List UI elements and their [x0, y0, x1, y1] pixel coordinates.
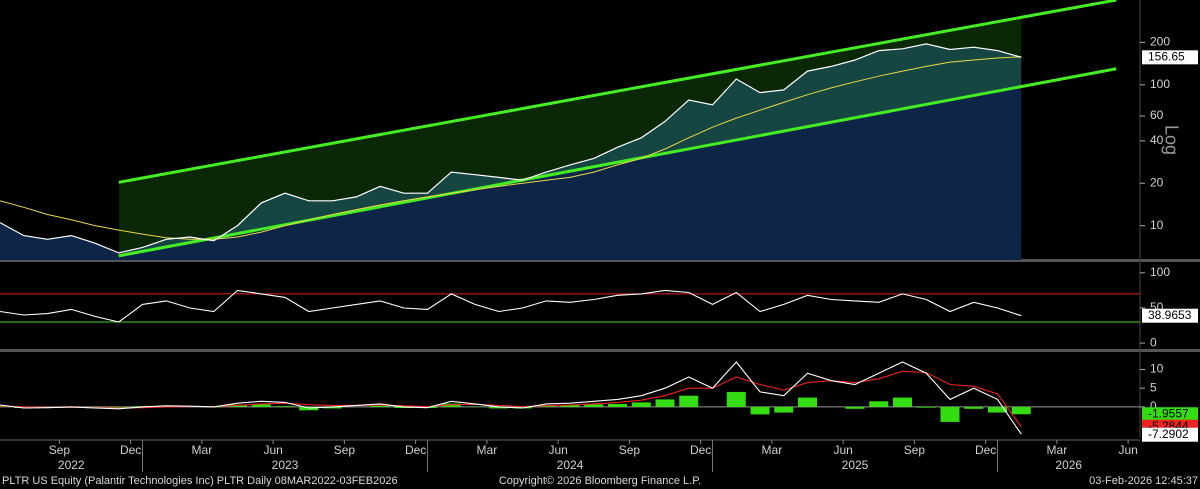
x-tick-label: Jun [548, 443, 567, 457]
indicator-line [0, 289, 1022, 323]
histogram-bar [893, 397, 912, 407]
histogram-bar [275, 406, 295, 407]
y-tick-label: 100 [1150, 77, 1170, 91]
histogram-bar [299, 406, 319, 411]
histogram-bar [631, 402, 651, 407]
year-label: 2023 [272, 458, 299, 472]
histogram-bar [560, 405, 580, 407]
histogram-bar [940, 406, 960, 422]
y-tick-label: 5 [1150, 380, 1157, 394]
histogram-bar [323, 406, 342, 409]
x-tick-label: Jun [833, 443, 852, 457]
y-tick-label: 20 [1150, 175, 1164, 189]
year-label: 2024 [557, 458, 584, 472]
channel-fill [118, 17, 1022, 256]
histogram-bar [584, 404, 604, 407]
panel-divider [0, 259, 1200, 262]
histogram-bar [916, 406, 936, 408]
y-tick-label: 100 [1150, 265, 1170, 279]
y-tick-label: 200 [1150, 35, 1170, 49]
year-label: 2022 [58, 458, 85, 472]
histogram-bar [608, 403, 627, 407]
histogram-bar [964, 406, 984, 409]
histogram-bar [655, 399, 675, 407]
year-label: 2025 [842, 458, 869, 472]
x-tick-label: Dec [690, 443, 711, 457]
last-value-label: 38.9653 [1148, 308, 1192, 322]
histogram-bar [251, 404, 271, 407]
y-tick-label: 0 [1150, 399, 1157, 413]
footer-right: 03-Feb-2026 12:45:37 [1089, 475, 1198, 487]
indicator-line [0, 361, 1022, 435]
last-value-label: -1.9557 [1148, 406, 1189, 420]
x-tick-label: Sep [49, 443, 71, 457]
histogram-bar [726, 391, 746, 407]
scale-label: Log [1161, 125, 1181, 155]
histogram-bar [750, 406, 770, 415]
price-area [0, 43, 1022, 261]
last-value-box [1142, 308, 1198, 323]
x-tick-label: Sep [619, 443, 641, 457]
moving-average [0, 56, 1022, 240]
last-value-box [1142, 427, 1198, 442]
x-tick-label: Mar [192, 443, 213, 457]
histogram-bar [988, 406, 1007, 413]
year-label: 2026 [1055, 458, 1082, 472]
histogram-bar [679, 395, 699, 407]
channel-line [118, 67, 1117, 258]
histogram-bar [394, 406, 414, 409]
footer-center: Copyright© 2026 Bloomberg Finance L.P. [499, 475, 701, 487]
x-tick-label: Sep [334, 443, 356, 457]
panel-divider [0, 349, 1200, 352]
histogram-bar [370, 405, 390, 407]
last-value-label: 156.65 [1148, 50, 1185, 64]
y-tick-label: 60 [1150, 108, 1164, 122]
histogram-bar [109, 406, 129, 408]
x-tick-label: Dec [975, 443, 996, 457]
x-tick-label: Dec [120, 443, 141, 457]
x-tick-label: Jun [263, 443, 282, 457]
y-tick-label: 0 [1150, 335, 1157, 349]
histogram-bar [845, 406, 865, 409]
x-tick-label: Sep [904, 443, 926, 457]
price-line [0, 43, 1022, 254]
indicator-line [0, 370, 1022, 428]
histogram-bar [1011, 406, 1031, 415]
x-tick-label: Jun [1118, 443, 1137, 457]
x-tick-label: Mar [762, 443, 783, 457]
y-tick-label: 40 [1150, 133, 1164, 147]
last-value-box [1142, 407, 1198, 422]
footer-left: PLTR US Equity (Palantir Technologies In… [2, 475, 398, 487]
histogram-bar [869, 401, 889, 407]
x-tick-label: Mar [1047, 443, 1068, 457]
histogram-bar [489, 406, 509, 409]
last-value-box [1142, 50, 1198, 65]
last-value-label: -7.2902 [1148, 427, 1189, 441]
y-tick-label: 10 [1150, 218, 1164, 232]
x-tick-label: Mar [477, 443, 498, 457]
histogram-bar [774, 406, 794, 413]
histogram-bar [798, 397, 817, 407]
x-tick-label: Dec [405, 443, 426, 457]
y-tick-label: 10 [1150, 362, 1164, 376]
channel-line [118, 0, 1117, 184]
